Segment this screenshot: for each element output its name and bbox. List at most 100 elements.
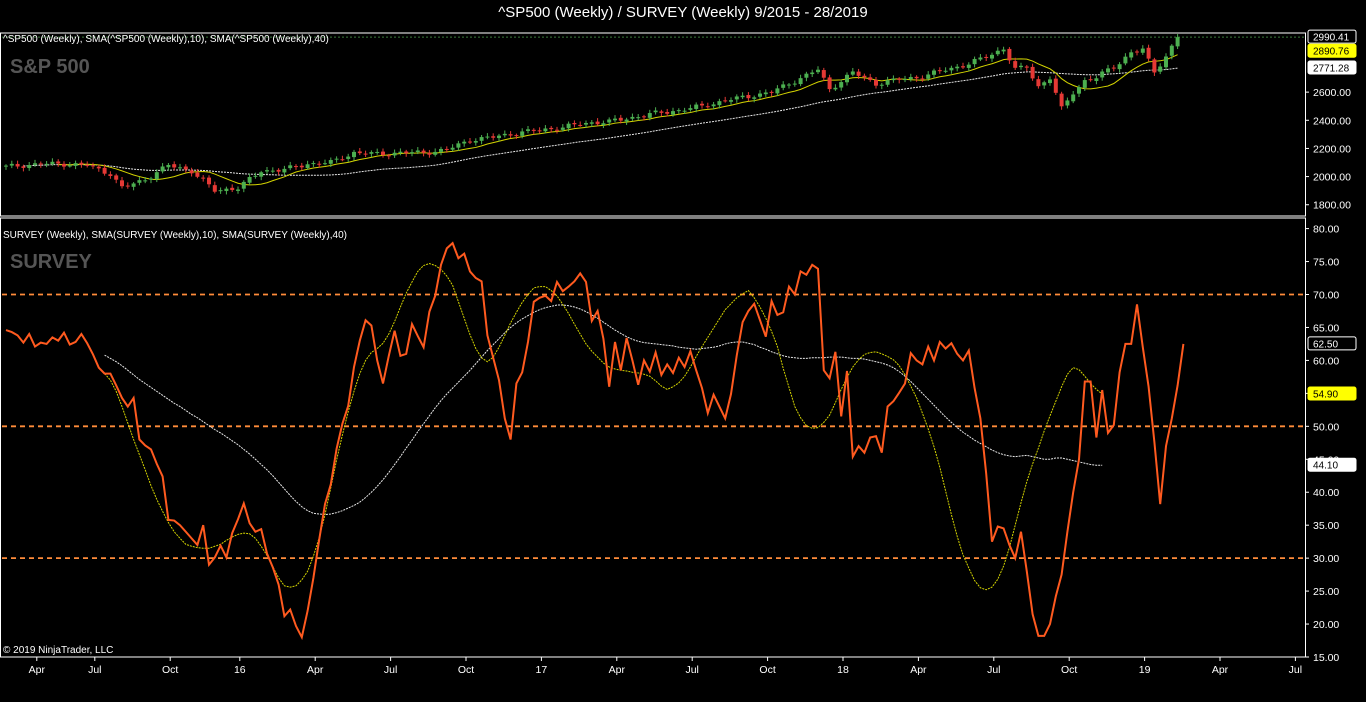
candle-body [352, 151, 356, 158]
candle-body [398, 151, 403, 153]
candle-body [131, 183, 136, 187]
candle-body [607, 119, 612, 123]
candle-body [995, 50, 1000, 55]
survey-y-tick-label: 25.00 [1313, 586, 1339, 598]
survey-panel[interactable]: 15.0020.0025.0030.0035.0040.0045.0050.00… [0, 217, 1357, 664]
candle-body [473, 141, 478, 143]
candle-body [282, 168, 287, 173]
candle-body [874, 79, 878, 86]
candle-body [207, 177, 211, 185]
candle-body [114, 175, 119, 180]
candle-body [781, 84, 786, 88]
candle-body [1123, 56, 1128, 64]
candle-body [723, 100, 728, 102]
x-tick-label: 18 [837, 664, 849, 676]
candle-body [1013, 61, 1018, 68]
candle-body [787, 84, 791, 86]
price-last-badge: 2990.41 [1313, 33, 1350, 44]
survey-y-tick-label: 20.00 [1313, 619, 1339, 631]
candle-body [502, 133, 507, 136]
candle-body [357, 151, 362, 154]
candle-body [816, 69, 820, 73]
survey-sma40-line [104, 304, 1103, 516]
candle-body [520, 131, 525, 136]
candle-body [1100, 71, 1105, 78]
survey-y-tick-label: 15.00 [1313, 652, 1339, 664]
candle-body [497, 135, 501, 139]
candle-body [1019, 65, 1023, 68]
x-tick-label: Oct [162, 664, 178, 676]
candle-body [276, 169, 281, 172]
candle-body [908, 77, 913, 80]
candle-body [415, 150, 420, 153]
candle-body [421, 150, 426, 153]
candle-body [700, 103, 704, 106]
x-tick-label: Oct [759, 664, 775, 676]
candle-body [508, 134, 513, 136]
candle-body [891, 78, 896, 81]
candle-body [972, 58, 977, 65]
candle-body [50, 161, 55, 165]
candle-body [79, 162, 84, 165]
candle-body [317, 163, 322, 165]
candle-body [9, 163, 14, 166]
price-sma10-badge-box [1307, 43, 1357, 58]
candle-body [1094, 78, 1099, 81]
price-frame [0, 32, 1306, 217]
candle-body [821, 70, 826, 78]
candle-body [137, 180, 142, 183]
candle-body [775, 88, 780, 94]
candle-body [560, 127, 565, 130]
candle-body [758, 93, 762, 97]
candle-body [21, 166, 26, 168]
candle-body [514, 135, 519, 137]
candle-body [1053, 78, 1058, 93]
candle-body [38, 163, 43, 165]
candle-body [311, 163, 316, 165]
candle-body [381, 151, 385, 156]
candle-body [259, 172, 264, 177]
candle-body [1135, 51, 1139, 53]
candle-body [1036, 79, 1041, 87]
price-y-tick-label: 2600.00 [1313, 87, 1351, 99]
candle-body [456, 143, 461, 148]
candle-body [885, 80, 890, 85]
x-tick-label: Apr [29, 664, 46, 676]
price-y-tick-label: 2200.00 [1313, 143, 1351, 155]
candle-body [178, 167, 182, 169]
candle-body [363, 153, 368, 155]
x-tick-label: Apr [1212, 664, 1229, 676]
x-tick-label: Jul [1289, 664, 1302, 676]
candle-body [868, 77, 873, 80]
candle-body [914, 76, 919, 79]
candle-body [792, 83, 797, 85]
survey-y-tick-label: 60.00 [1313, 355, 1339, 367]
candle-body [682, 110, 687, 112]
candle-body [932, 70, 936, 75]
candle-body [102, 167, 107, 174]
candle-body [955, 66, 960, 69]
x-tick-label: Jul [685, 664, 698, 676]
candle-body [485, 136, 490, 138]
candle-body [108, 174, 113, 176]
survey-y-tick-label: 30.00 [1313, 553, 1339, 565]
x-tick-label: 17 [536, 664, 548, 676]
price-y-tick-label: 1800.00 [1313, 200, 1351, 212]
survey-y-tick-label: 65.00 [1313, 322, 1339, 334]
candle-body [688, 108, 693, 110]
candle-body [62, 163, 66, 167]
price-panel[interactable]: 1800.00 2000.00 2200.00 2400.00 2600.00 2990.… [0, 29, 1357, 217]
candle-body [694, 104, 699, 109]
candle-body [1140, 48, 1145, 53]
candle-body [601, 123, 606, 125]
survey-line [5, 241, 1185, 641]
candle-body [241, 181, 246, 189]
survey-y-tick-label: 80.00 [1313, 224, 1339, 236]
candle-body [1007, 48, 1012, 61]
candle-body [549, 127, 554, 130]
candle-body [125, 185, 130, 187]
candle-body [404, 151, 409, 154]
candle-body [183, 166, 188, 170]
candle-body [265, 170, 269, 172]
